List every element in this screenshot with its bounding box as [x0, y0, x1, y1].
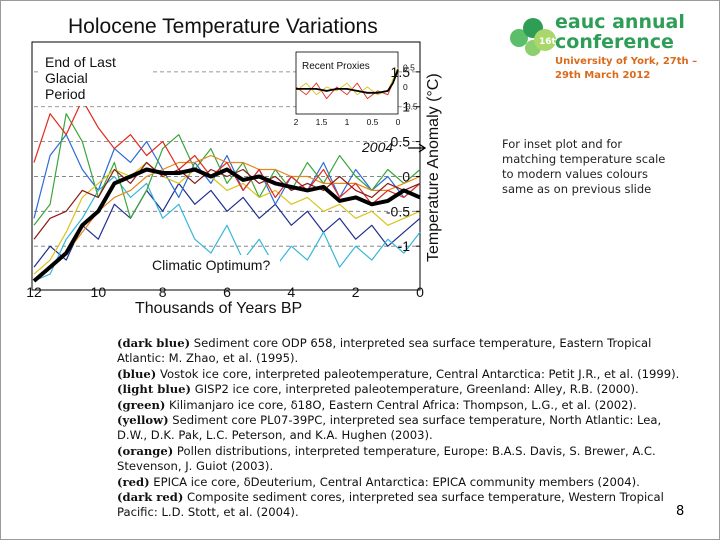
- x-tick-label: 2: [352, 284, 360, 300]
- inset-y-tick-label: 0.5: [403, 63, 415, 73]
- logo-line1: eauc annual: [555, 11, 685, 33]
- x-axis-label: Thousands of Years BP: [135, 300, 302, 317]
- source-item: (red) EPICA ice core, δDeuterium, Centra…: [117, 475, 687, 490]
- source-item: (light blue) GISP2 ice core, interpreted…: [117, 382, 687, 397]
- chart-svg: Holocene Temperature Variations Recent P…: [26, 15, 442, 317]
- source-tag: (red): [117, 474, 150, 489]
- logo-line3: University of York, 27th – 29th March 20…: [555, 56, 698, 81]
- x-tick-label: 8: [159, 284, 167, 300]
- chart-title: Holocene Temperature Variations: [68, 15, 378, 38]
- holocene-chart: Holocene Temperature Variations Recent P…: [0, 0, 460, 320]
- eauc-logo: 16th: [497, 4, 717, 84]
- annotation-line: Period: [45, 86, 85, 102]
- source-tag: (dark red): [117, 490, 184, 505]
- page-number: 8: [676, 504, 685, 519]
- source-item: (dark blue) Sediment core ODP 658, inter…: [117, 336, 687, 367]
- inset-y-tick-label: 0: [403, 82, 408, 92]
- source-tag: (light blue): [117, 382, 192, 397]
- source-item: (green) Kilimanjaro ice core, δ18O, East…: [117, 398, 687, 413]
- y-tick-label: 0.5: [391, 134, 411, 150]
- y-tick-label: -0.5: [386, 203, 410, 219]
- annotation-2004: 2004: [361, 139, 393, 155]
- inset-x-tick-label: 1.5: [316, 117, 328, 127]
- series-line-average: [32, 167, 421, 283]
- inset-x-tick-label: 1: [345, 117, 350, 127]
- source-item: (yellow) Sediment core PL07-39PC, interp…: [117, 413, 687, 444]
- source-text: Composite sediment cores, interpreted se…: [117, 490, 664, 520]
- annotation-bg: [40, 52, 150, 106]
- source-text: Vostok ice core, interpreted paleotemper…: [156, 366, 680, 381]
- source-tag: (green): [117, 397, 166, 412]
- logo-line2: conference: [555, 31, 674, 53]
- sources-list: (dark blue) Sediment core ODP 658, inter…: [117, 336, 687, 521]
- source-item: (blue) Vostok ice core, interpreted pale…: [117, 367, 687, 382]
- x-tick-label: 12: [26, 284, 42, 300]
- annotation-bg: [150, 255, 280, 273]
- series-line-dark-blue: [33, 182, 421, 268]
- y-tick-label: 1.5: [391, 64, 411, 80]
- y-tick-label: -1: [398, 238, 411, 254]
- source-text: Kilimanjaro ice core, δ18O, Eastern Cent…: [165, 397, 637, 412]
- source-item: (dark red) Composite sediment cores, int…: [117, 490, 687, 521]
- source-text: Sediment core ODP 658, interpreted sea s…: [117, 336, 652, 366]
- series-line-yellow: [33, 161, 421, 275]
- badge-text: 16th: [539, 37, 562, 47]
- inset-note: For inset plot and for matching temperat…: [502, 137, 666, 196]
- source-tag: (yellow): [117, 413, 169, 428]
- eauc-circles-icon: 16th: [510, 18, 562, 56]
- inset-series-line: [296, 69, 399, 94]
- source-text: EPICA ice core, δDeuterium, Central Anta…: [149, 474, 640, 489]
- source-tag: (dark blue): [117, 336, 191, 350]
- x-tick-labels: 12 10 8 6 4 2 0: [26, 284, 424, 300]
- y-tick-label: 0: [402, 168, 410, 184]
- series-line-dark-red: [33, 161, 421, 240]
- series-line-red: [33, 99, 421, 205]
- source-text: Sediment core PL07-39PC, interpreted sea…: [117, 413, 662, 443]
- inset-y-tick-label: -0.5: [403, 101, 418, 111]
- inset-x-tick-label: 0.5: [367, 117, 379, 127]
- inset-title: Recent Proxies: [302, 61, 370, 72]
- inset-x-tick-label: 0: [396, 117, 401, 127]
- inset-x-tick-label: 2: [294, 117, 299, 127]
- y-tick-labels: 1.510.50-0.5-1: [386, 64, 420, 254]
- series-line-light-blue: [33, 175, 421, 282]
- source-tag: (blue): [117, 366, 157, 381]
- source-text: Pollen distributions, interpreted temper…: [117, 443, 656, 474]
- y-axis-label: Temperature Anomaly (°C): [425, 73, 442, 262]
- annotation-climatic-optimum: Climatic Optimum?: [152, 257, 270, 273]
- annotation-end-glacial: End of Last Glacial Period: [45, 54, 120, 102]
- annotation-line: Glacial: [45, 70, 88, 86]
- arrow-2004: [408, 143, 427, 153]
- logo-text: eauc annual conference University of Yor…: [555, 12, 720, 83]
- source-tag: (orange): [117, 443, 174, 458]
- x-tick-label: 10: [91, 284, 107, 300]
- x-tick-label: 6: [223, 284, 231, 300]
- x-tick-label: 0: [416, 284, 424, 300]
- source-text: GISP2 ice core, interpreted paleotempera…: [191, 382, 639, 397]
- annotation-line: End of Last: [45, 54, 116, 70]
- source-item: (orange) Pollen distributions, interpret…: [117, 444, 687, 475]
- y-tick-label: 1: [402, 99, 410, 115]
- series-layer: [32, 99, 421, 283]
- x-tick-label: 4: [287, 284, 295, 300]
